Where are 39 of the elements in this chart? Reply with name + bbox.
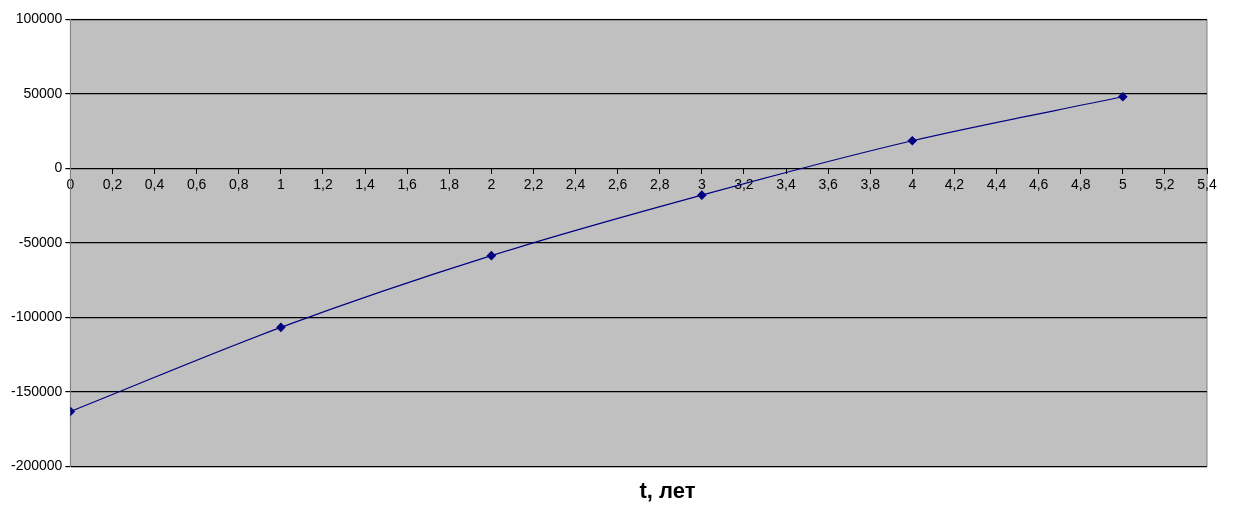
point (1118, 92, 1128, 102)
x-tick-label: 1,6 (397, 175, 418, 192)
x-tick-label: 0,8 (229, 175, 249, 192)
x-tick-label: 1,8 (439, 175, 460, 192)
point (276, 322, 286, 332)
x-tick-label: 2,8 (650, 175, 670, 192)
x-tick-label: 4 (908, 175, 917, 192)
x-tick-label: 3,6 (818, 175, 839, 192)
x-tick-label: 1,2 (313, 175, 333, 192)
y-tick-label: 100000 (15, 10, 63, 27)
y-tick-label: -50000 (18, 233, 63, 250)
x-tick-label: 1 (276, 175, 285, 192)
x-tick-label: 3,8 (860, 175, 881, 192)
point (907, 136, 917, 146)
x-tick-label: 2,4 (565, 175, 586, 192)
x-tick-label: 0,6 (186, 175, 207, 192)
x-tick-label: 5,4 (1197, 175, 1217, 192)
x-tick-label: 0,2 (102, 175, 123, 192)
x-tick-label: 3 (697, 175, 706, 192)
x-tick-label: 5 (1118, 175, 1127, 192)
x-tick-label: 4,2 (944, 175, 965, 192)
y-tick-label: -100000 (10, 308, 63, 325)
x-tick-label: 4,4 (986, 175, 1007, 192)
y-tick-label: -150000 (10, 382, 63, 399)
x-tick-label: 2 (487, 175, 496, 192)
y-tick-label: -200000 (10, 457, 63, 474)
x-tick-label: 2,2 (523, 175, 544, 192)
x-tick-label: 2,6 (607, 175, 628, 192)
y-tick-label: 0 (54, 159, 63, 176)
y-tick-label: 50000 (23, 84, 63, 101)
x-tick-label: 5,2 (1155, 175, 1175, 192)
point (486, 251, 496, 261)
x-tick-label: 0,4 (144, 175, 165, 192)
x-axis-title: t, лет (638, 478, 697, 504)
x-tick-label: 4,6 (1028, 175, 1049, 192)
point (697, 190, 707, 200)
x-tick-label: 1,4 (355, 175, 375, 192)
x-tick-label: 4,8 (1070, 175, 1091, 192)
x-tick-label: 3,4 (776, 175, 796, 192)
